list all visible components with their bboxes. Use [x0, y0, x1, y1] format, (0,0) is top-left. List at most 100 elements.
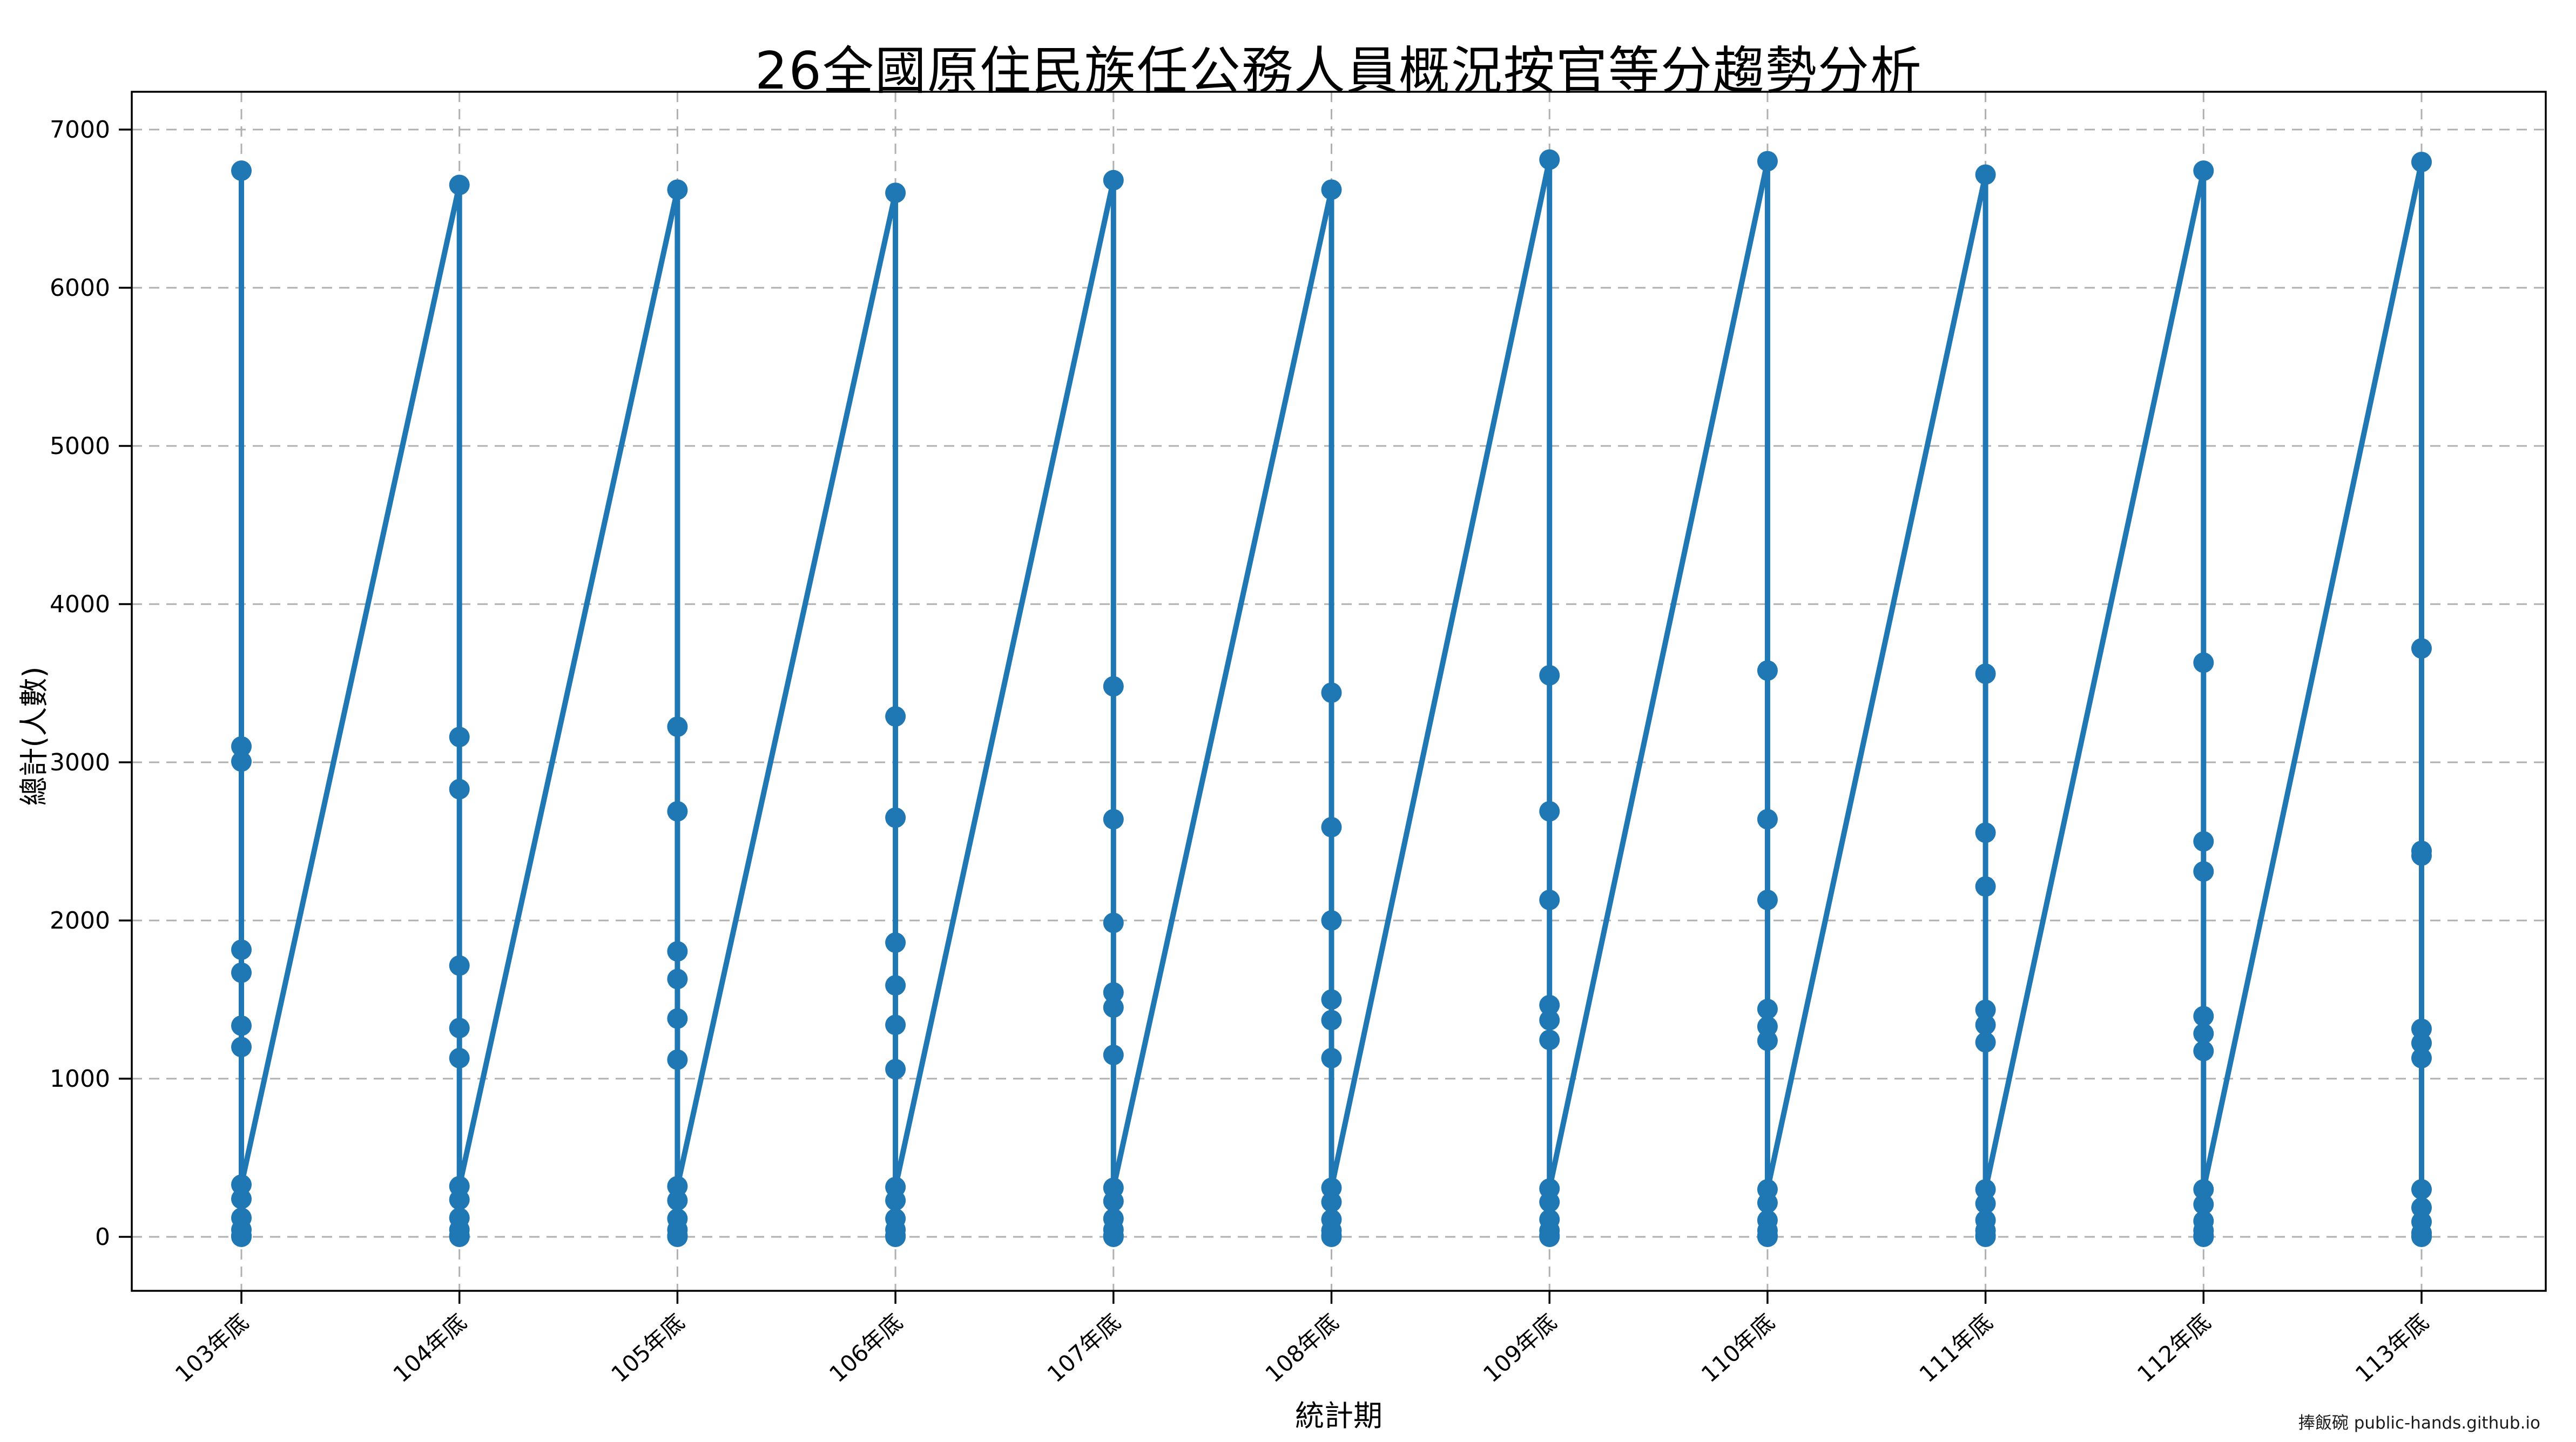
data-point-marker: [1321, 1191, 1342, 1213]
data-point-marker: [231, 736, 252, 757]
data-point-marker: [2193, 1194, 2214, 1215]
data-point-marker: [1975, 1179, 1996, 1200]
x-tick-label: 103年底: [170, 1309, 254, 1387]
data-point-marker: [1539, 1010, 1560, 1031]
data-point-marker: [231, 1015, 252, 1036]
data-point-marker: [1103, 1177, 1124, 1199]
data-point-marker: [1975, 822, 1996, 843]
x-tick-label: 108年底: [1260, 1309, 1344, 1387]
data-point-marker: [1103, 982, 1124, 1003]
data-point-marker: [1103, 676, 1124, 697]
data-point-marker: [1539, 1209, 1560, 1230]
x-axis-title: 統計期: [1295, 1399, 1383, 1433]
data-point-marker: [2411, 1047, 2432, 1068]
x-tick-label: 110年底: [1696, 1309, 1780, 1387]
data-point-marker: [1757, 1210, 1778, 1231]
data-point-marker: [1539, 665, 1560, 686]
data-point-marker: [1757, 1016, 1778, 1037]
data-point-marker: [1757, 660, 1778, 681]
data-point-marker: [667, 716, 688, 737]
data-point-marker: [2193, 160, 2214, 181]
y-tick-label: 4000: [50, 591, 110, 618]
data-point-marker: [885, 1059, 906, 1080]
data-point-marker: [449, 174, 470, 195]
data-point-marker: [885, 706, 906, 727]
axes-box: [131, 91, 2547, 1292]
x-tick-label: 111年底: [1914, 1309, 1998, 1387]
data-point-marker: [885, 1014, 906, 1035]
data-point-marker: [885, 182, 906, 204]
data-point-marker: [885, 1208, 906, 1229]
data-point-marker: [1539, 889, 1560, 910]
data-point-marker: [1103, 809, 1124, 830]
data-point-marker: [2193, 861, 2214, 882]
data-point-marker: [449, 727, 470, 748]
data-point-marker: [231, 1207, 252, 1228]
data-point-marker: [2411, 1033, 2432, 1054]
data-point-marker: [2193, 1179, 2214, 1200]
data-point-marker: [1539, 149, 1560, 170]
data-point-marker: [1975, 663, 1996, 684]
data-point-marker: [1539, 994, 1560, 1016]
data-point-marker: [1103, 997, 1124, 1018]
data-point-marker: [231, 1188, 252, 1209]
data-point-marker: [1975, 876, 1996, 897]
x-tick-label: 107年底: [1042, 1309, 1126, 1387]
x-tick-label: 112年底: [2132, 1309, 2216, 1387]
data-point-marker: [2411, 638, 2432, 659]
x-tick-label: 105年底: [606, 1309, 690, 1387]
y-tick-label: 2000: [50, 907, 110, 935]
data-point-marker: [449, 1207, 470, 1228]
x-tick-label: 109年底: [1478, 1309, 1562, 1387]
data-point-marker: [1103, 1208, 1124, 1229]
data-point-marker: [667, 969, 688, 990]
y-tick-label: 5000: [50, 432, 110, 460]
data-point-marker: [667, 1049, 688, 1070]
data-point-marker: [1975, 164, 1996, 185]
data-point-marker: [1539, 1030, 1560, 1051]
data-point-marker: [1321, 989, 1342, 1010]
data-point-marker: [1103, 912, 1124, 933]
data-point-marker: [1103, 170, 1124, 191]
y-tick-label: 7000: [50, 116, 110, 144]
data-point-marker: [231, 1174, 252, 1195]
data-point-marker: [1321, 817, 1342, 838]
data-point-marker: [449, 955, 470, 976]
data-point-marker: [1757, 151, 1778, 172]
data-point-marker: [2193, 1006, 2214, 1027]
data-point-marker: [667, 1190, 688, 1211]
data-point-marker: [2411, 152, 2432, 173]
x-tick-label: 113年底: [2350, 1309, 2434, 1387]
data-point-marker: [2193, 1040, 2214, 1061]
data-point-marker: [667, 1208, 688, 1229]
data-point-marker: [885, 932, 906, 953]
data-point-marker: [885, 807, 906, 828]
data-point-marker: [449, 1018, 470, 1039]
data-point-marker: [1975, 999, 1996, 1020]
data-point-marker: [667, 801, 688, 822]
data-point-marker: [2193, 652, 2214, 673]
data-point-marker: [2411, 1211, 2432, 1233]
data-point-marker: [2193, 1210, 2214, 1231]
y-tick-label: 0: [95, 1223, 110, 1251]
data-point-marker: [449, 1047, 470, 1068]
data-point-marker: [667, 179, 688, 200]
y-axis-title: 總計(人數): [17, 666, 51, 806]
data-point-marker: [1757, 1179, 1778, 1200]
data-point-marker: [1321, 682, 1342, 703]
data-point-marker: [1321, 179, 1342, 200]
data-point-marker: [1321, 910, 1342, 931]
data-point-marker: [2193, 831, 2214, 852]
chart-title: 26全國原住民族任公務人員概況按官等分趨勢分析: [755, 41, 1923, 101]
y-tick-label: 6000: [50, 274, 110, 302]
data-point-marker: [231, 1037, 252, 1058]
data-point-marker: [1975, 1210, 1996, 1231]
data-point-marker: [1757, 999, 1778, 1020]
data-point-marker: [231, 751, 252, 772]
data-point-marker: [1103, 1045, 1124, 1066]
watermark-text: 捧飯碗 public-hands.github.io: [2298, 1413, 2540, 1433]
data-point-marker: [1539, 801, 1560, 822]
data-point-marker: [1757, 1030, 1778, 1051]
